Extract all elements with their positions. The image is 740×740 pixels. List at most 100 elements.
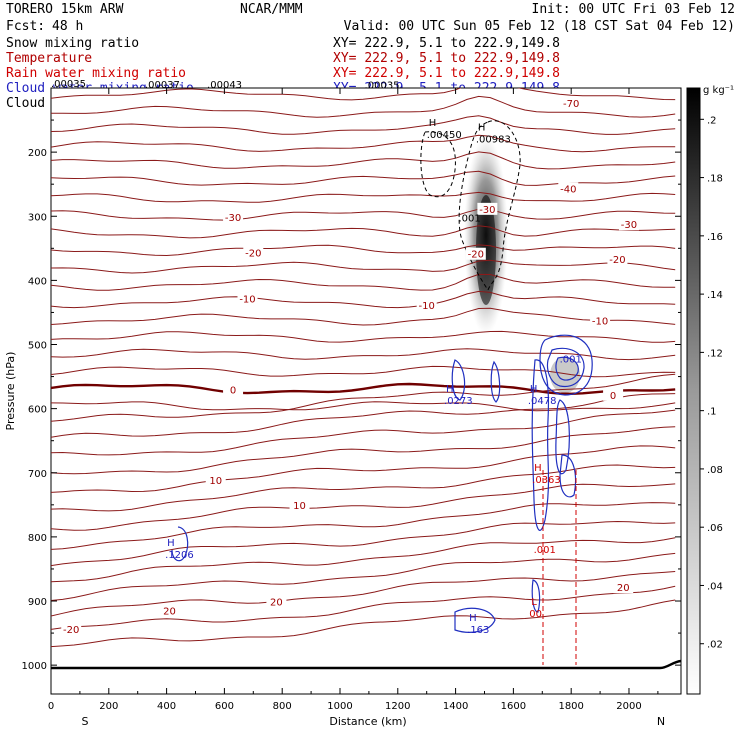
extremum-value: .001 <box>534 545 556 556</box>
temperature-label-bg <box>558 182 579 195</box>
temperature-line <box>51 552 676 601</box>
temperature-label-bg <box>159 604 180 617</box>
x-tick-label: 1400 <box>443 701 468 712</box>
temperature-line <box>51 401 676 412</box>
temperature-line <box>51 307 676 326</box>
temperature-label-bg <box>603 388 624 401</box>
temperature-label-bg <box>243 246 264 259</box>
temperature-label-bg <box>289 499 310 512</box>
extremum-value: .00035 <box>365 81 400 92</box>
colorbar-ramp <box>686 87 701 695</box>
temperature-label-bg <box>561 97 582 110</box>
temperature-label: 10 <box>293 501 306 512</box>
temperature-line <box>51 426 676 475</box>
field-name: Rain water mixing ratio <box>6 66 186 81</box>
temperature-line <box>51 483 676 531</box>
temperature-line <box>51 95 676 118</box>
temperature-contours <box>51 88 676 648</box>
temperature-label: -30 <box>479 205 495 216</box>
x-axis: 0 200 400 600 800 1000 1200 1400 1600 1800 2000 <box>48 88 659 712</box>
extremum-value: .00450 <box>427 130 462 141</box>
temperature-line <box>51 571 676 617</box>
extremum-value: .1206 <box>165 550 194 561</box>
extremum-mark: H <box>167 538 175 549</box>
extremum-value: .0363 <box>532 475 561 486</box>
init-time: Init: 00 UTC Fri 03 Feb 12 <box>532 2 736 17</box>
x-axis-label: Distance (km) <box>329 715 406 728</box>
y-axis-label: Pressure (hPa) <box>4 352 17 431</box>
plot-area <box>51 88 681 670</box>
temperature-line <box>51 134 676 153</box>
temperature-line <box>51 599 676 648</box>
temperature-label-bg <box>465 247 486 260</box>
x-tick-label: 400 <box>157 701 176 712</box>
temperature-label: -20 <box>468 250 484 261</box>
temperature-line <box>51 244 676 257</box>
colorbar-tick-label: .12 <box>707 348 723 359</box>
temperature-label-bg <box>61 622 82 635</box>
extremum-mark: H <box>534 463 542 474</box>
colorbar-tick-label: .14 <box>707 290 723 301</box>
snow-contour-upper <box>458 120 521 292</box>
colorbar-tick-label: .2 <box>707 115 717 126</box>
extremum-value: .00037 <box>145 80 180 91</box>
temperature-line <box>51 393 676 438</box>
temperature-label: -40 <box>560 184 576 195</box>
temperature-label: -70 <box>563 99 579 110</box>
temperature-line <box>51 115 676 135</box>
colorbar-tick-label: .1 <box>707 407 717 418</box>
temperature-line <box>51 348 676 361</box>
y-tick-label: 700 <box>28 469 47 480</box>
colorbar-tick-label: .08 <box>707 465 723 476</box>
temperature-line <box>51 502 676 550</box>
temperature-line <box>51 445 676 493</box>
extremum-mark: H <box>429 118 437 129</box>
x-tick-label: 2000 <box>616 701 641 712</box>
snow-contour-left <box>420 131 456 198</box>
x-tick-label: 0 <box>48 701 54 712</box>
temperature-line <box>51 191 676 203</box>
temperature-line <box>51 208 676 221</box>
y-tick-label: 800 <box>28 533 47 544</box>
y-tick-label: 900 <box>28 597 47 608</box>
temperature-label: -10 <box>592 316 608 327</box>
colorbar-tick-label: .06 <box>707 523 723 534</box>
field-xsec: XY= 222.9, 5.1 to 222.9,149.8 <box>333 66 560 81</box>
temperature-line <box>51 365 676 378</box>
field-name: Temperature <box>6 51 92 66</box>
temperature-label: -10 <box>239 295 255 306</box>
temperature-labels: -70-40-30-30-30-20 -20 -20-10-10-100 010102… <box>61 97 639 636</box>
valid-time: Valid: 00 UTC Sun 05 Feb 12 (18 CST Sat … <box>344 19 735 34</box>
colorbar-tick-label: .04 <box>707 581 723 592</box>
temperature-line <box>51 88 676 101</box>
temperature-line <box>51 330 676 343</box>
colorbar-tick-label: .16 <box>707 232 723 243</box>
extremum-value: .00043 <box>207 80 242 91</box>
temperature-label-bg <box>590 314 611 327</box>
temperature-label: 20 <box>270 597 283 608</box>
extremum-value: .00983 <box>476 135 511 146</box>
temperature-line <box>51 373 676 422</box>
x-tick-label: 600 <box>215 701 234 712</box>
org-label: NCAR/MMM <box>240 2 303 17</box>
x-tick-label: 1600 <box>501 701 526 712</box>
extremum-mark: L <box>531 597 537 608</box>
x-end-right-label: N <box>657 715 665 728</box>
temperature-line <box>51 537 676 583</box>
extrema-labels: H.00450H.00983.001.00035.00037.00043.000… <box>51 79 582 636</box>
snow-core-shading <box>476 195 496 305</box>
x-end-left-label: S <box>82 715 89 728</box>
temperature-label: 20 <box>163 606 176 617</box>
colorbar-unit: g kg⁻¹ <box>703 85 734 96</box>
cloud-shading <box>550 357 580 393</box>
temperature-label-bg <box>266 595 287 608</box>
temperature-line <box>51 151 676 170</box>
extremum-mark: H <box>446 384 454 395</box>
colorbar: g kg⁻¹ .02 .04 .06 .08 .1 .12 .14 .16 .18 .2 <box>686 85 734 695</box>
temperature-label-bg <box>237 292 258 305</box>
y-tick-label: 400 <box>28 276 47 287</box>
temperature-label: -20 <box>63 625 79 636</box>
terrain-surface <box>51 659 681 670</box>
extremum-value: .0273 <box>444 396 473 407</box>
